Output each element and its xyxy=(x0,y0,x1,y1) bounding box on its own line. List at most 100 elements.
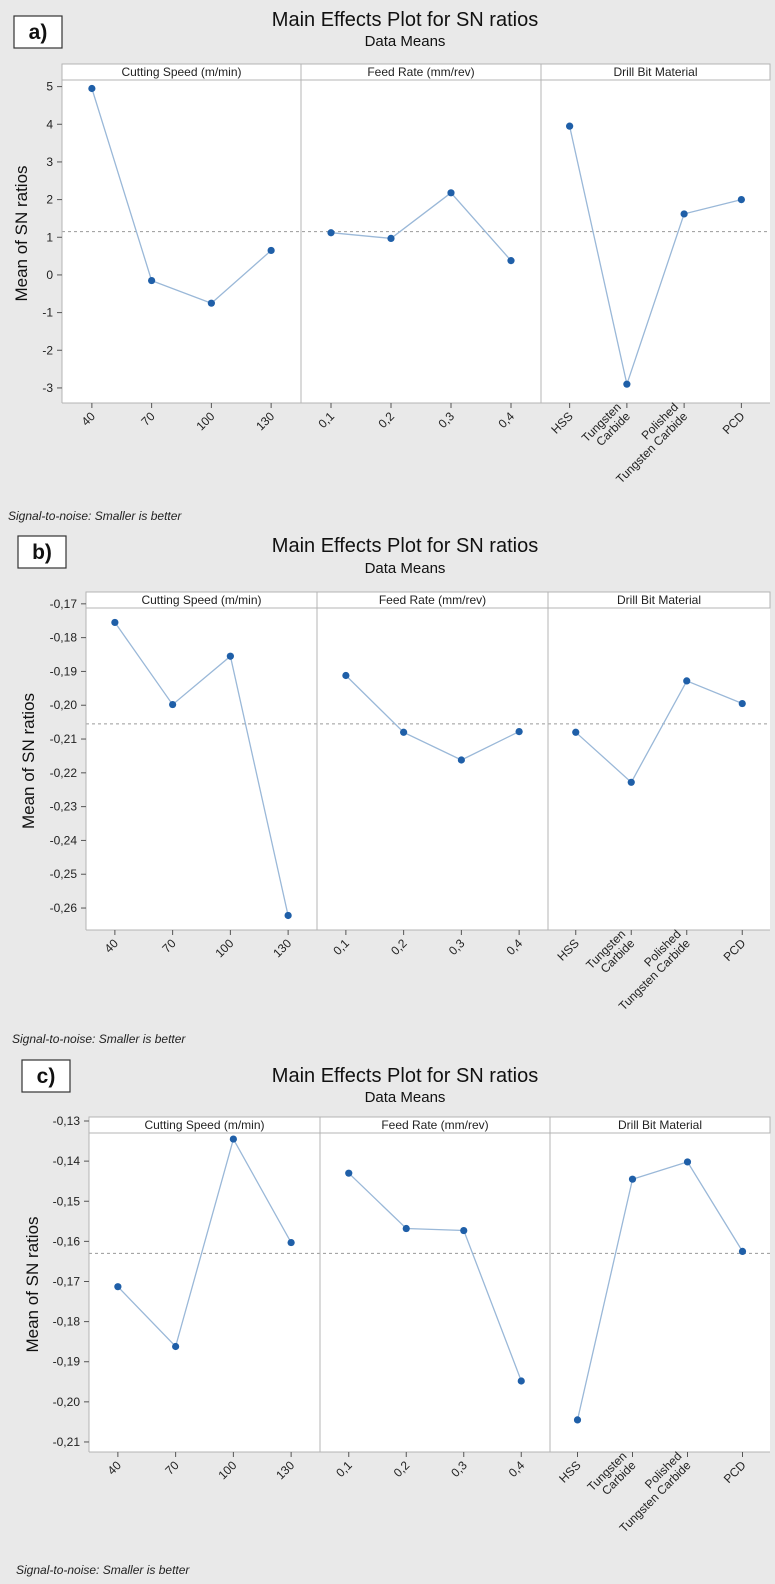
x-tick-label-line: PCD xyxy=(720,409,748,437)
series-line xyxy=(348,1172,522,1382)
x-tick-label-line: 100 xyxy=(215,1458,239,1482)
x-tick-label: 0,3 xyxy=(435,409,457,431)
y-tick-label: -0,26 xyxy=(50,901,78,915)
x-tick-label: 0,4 xyxy=(506,1458,528,1480)
series-line xyxy=(568,125,742,387)
x-tick-label-line: 40 xyxy=(105,1458,125,1478)
x-tick-label-line: 130 xyxy=(253,409,277,433)
x-tick-label: 40 xyxy=(79,409,99,429)
data-point xyxy=(683,677,691,685)
footnote: Signal-to-noise: Smaller is better xyxy=(8,509,182,523)
data-point xyxy=(88,84,96,93)
x-tick-label: 100 xyxy=(215,1458,239,1482)
x-tick-label-line: 100 xyxy=(193,409,217,433)
x-tick-label-line: 70 xyxy=(162,1458,182,1478)
x-tick-label: 0,3 xyxy=(446,936,468,958)
factor-strip-label: Feed Rate (mm/rev) xyxy=(379,593,486,607)
plot-area xyxy=(86,592,770,930)
x-tick-label: TungstenCarbide xyxy=(583,927,637,981)
data-point xyxy=(680,210,688,218)
x-tick-label: 70 xyxy=(159,936,179,956)
x-tick-label-line: 0,2 xyxy=(391,1458,413,1480)
data-point xyxy=(207,299,215,307)
x-tick-label: TungstenCarbide xyxy=(579,400,633,454)
data-point xyxy=(226,652,234,660)
data-point xyxy=(627,778,635,786)
panel-label-box xyxy=(13,15,63,49)
chart-subtitle: Data Means xyxy=(365,33,446,50)
y-axis-label: Mean of SN ratios xyxy=(12,165,31,301)
y-tick-label: -0,13 xyxy=(53,1114,81,1128)
data-point xyxy=(457,756,465,764)
data-point xyxy=(623,380,631,388)
x-tick-label: PCD xyxy=(720,409,748,437)
x-tick-label-line: 130 xyxy=(270,936,294,960)
x-tick-label: HSS xyxy=(555,936,582,963)
x-tick-label: 0,2 xyxy=(388,936,410,958)
x-tick-label-line: 0,2 xyxy=(388,936,410,958)
data-point xyxy=(327,229,335,237)
x-tick-label-line: 0,4 xyxy=(504,936,526,958)
y-tick-label: -0,17 xyxy=(53,1274,81,1288)
data-point xyxy=(737,196,745,204)
x-tick-label: 40 xyxy=(102,936,122,956)
y-tick-label: 5 xyxy=(46,80,53,94)
x-tick-label: HSS xyxy=(548,409,575,436)
series-line xyxy=(117,1137,292,1348)
y-tick-label: -0,17 xyxy=(50,597,78,611)
chart-panel-a: a) Main Effects Plot for SN ratios Data Me… xyxy=(8,9,771,523)
y-tick-label: 3 xyxy=(46,155,53,169)
x-tick-label-line: PCD xyxy=(721,1458,749,1486)
y-tick-label: -0,25 xyxy=(50,867,78,881)
panel-label: c) xyxy=(37,1065,56,1088)
x-tick-label-line: 0,1 xyxy=(315,409,337,431)
y-tick-label: -0,22 xyxy=(50,766,78,780)
factor-strip-label: Feed Rate (mm/rev) xyxy=(367,65,474,79)
factor-strip-label: Feed Rate (mm/rev) xyxy=(381,1118,488,1132)
footnote: Signal-to-noise: Smaller is better xyxy=(12,1032,186,1046)
data-point xyxy=(400,728,408,736)
factor-strip-label: Cutting Speed (m/min) xyxy=(144,1118,264,1132)
x-tick-label-line: 40 xyxy=(102,936,122,956)
y-tick-label: 1 xyxy=(46,230,53,244)
factor-strip-label: Cutting Speed (m/min) xyxy=(121,65,241,79)
x-tick-label: TungstenCarbide xyxy=(584,1449,638,1503)
x-tick-label-line: 0,3 xyxy=(435,409,457,431)
data-point xyxy=(683,1158,692,1166)
chart-panel-b: b) Main Effects Plot for SN ratios Data Me… xyxy=(12,535,771,1046)
x-tick-label-line: 0,3 xyxy=(446,936,468,958)
data-point xyxy=(267,246,275,255)
chart-subtitle: Data Means xyxy=(365,560,446,577)
data-point xyxy=(460,1226,468,1235)
data-point xyxy=(345,1169,353,1177)
series-line xyxy=(91,88,272,304)
data-point xyxy=(402,1224,410,1233)
chart-panel-c: c) Main Effects Plot for SN ratios Data Me… xyxy=(16,1059,771,1577)
y-tick-label: -0,20 xyxy=(50,698,78,712)
x-tick-label: 100 xyxy=(193,409,217,433)
y-tick-label: 0 xyxy=(46,268,53,282)
data-point xyxy=(517,1377,525,1385)
data-point xyxy=(114,1283,122,1291)
x-tick-label: 0,1 xyxy=(333,1458,355,1480)
x-tick-label-line: HSS xyxy=(555,936,582,963)
data-point xyxy=(738,1247,747,1256)
x-tick-label-line: 130 xyxy=(273,1458,297,1482)
x-tick-label-line: 70 xyxy=(138,409,158,429)
y-tick-label: 4 xyxy=(46,117,53,131)
y-tick-label: -0,19 xyxy=(53,1355,81,1369)
x-tick-label: 130 xyxy=(253,409,277,433)
data-point xyxy=(172,1342,180,1351)
plot-area xyxy=(89,1117,770,1452)
data-point xyxy=(387,234,395,242)
x-tick-label-line: HSS xyxy=(556,1458,583,1485)
y-tick-label: -0,20 xyxy=(53,1395,81,1409)
data-point xyxy=(342,671,350,680)
y-tick-label: -0,15 xyxy=(53,1194,81,1208)
data-point xyxy=(572,728,580,736)
x-tick-label: 130 xyxy=(273,1458,297,1482)
factor-strip-label: Cutting Speed (m/min) xyxy=(141,593,261,607)
x-tick-label-line: 40 xyxy=(79,409,99,429)
